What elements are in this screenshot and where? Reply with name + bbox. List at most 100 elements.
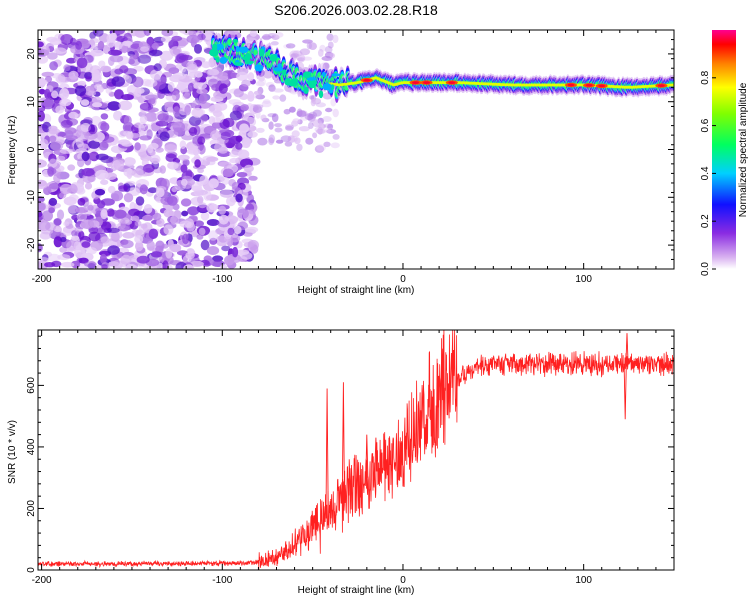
- noise-blob: [50, 141, 64, 151]
- noise-blob: [59, 98, 72, 107]
- noise-blob: [38, 79, 48, 86]
- noise-blob: [196, 88, 208, 95]
- noise-blob: [165, 94, 177, 101]
- transition-blob: [330, 98, 337, 107]
- noise-blob: [179, 140, 187, 150]
- noise-blob: [80, 99, 90, 106]
- noise-blob: [219, 189, 234, 198]
- noise-blob: [86, 247, 98, 255]
- noise-blob: [165, 248, 173, 259]
- noise-blob: [152, 212, 162, 221]
- noise-blob: [165, 153, 177, 162]
- signal-cluster: [328, 89, 334, 94]
- noise-blob: [98, 60, 106, 68]
- noise-blob: [123, 115, 132, 126]
- noise-blob: [144, 112, 158, 122]
- signal-cluster: [219, 56, 228, 64]
- transition-blob: [327, 123, 334, 131]
- noise-blob: [119, 218, 126, 230]
- noise-blob: [194, 44, 202, 54]
- noise-blob: [111, 76, 125, 87]
- x-tick-label: 100: [575, 274, 592, 285]
- noise-blob: [132, 76, 144, 88]
- noise-blob: [123, 157, 136, 166]
- noise-blob: [38, 110, 45, 122]
- noise-blob: [76, 212, 88, 222]
- noise-blob: [41, 71, 55, 78]
- noise-blob: [88, 231, 101, 242]
- transition-blob: [274, 127, 283, 133]
- noise-blob: [212, 255, 224, 262]
- noise-blob: [56, 73, 66, 85]
- noise-blob: [232, 246, 239, 258]
- y-tick-label: -10: [26, 190, 37, 205]
- noise-blob: [137, 54, 152, 64]
- noise-blob: [166, 195, 178, 206]
- noise-blob: [53, 174, 61, 183]
- signal-cluster: [303, 86, 309, 95]
- transition-blob: [252, 104, 264, 109]
- noise-blob: [150, 69, 163, 80]
- noise-blob: [153, 63, 162, 72]
- noise-blob: [179, 30, 189, 34]
- noise-blob: [122, 232, 135, 239]
- noise-blob: [38, 47, 45, 57]
- noise-blob: [135, 196, 145, 206]
- transition-blob: [290, 53, 300, 58]
- transition-blob: [299, 48, 311, 56]
- noise-blob: [168, 210, 175, 216]
- colorbar-tick-label: 0.8: [700, 70, 711, 84]
- noise-blob: [120, 239, 134, 249]
- noise-blob: [235, 135, 243, 142]
- noise-blob: [172, 72, 186, 80]
- noise-blob: [106, 208, 115, 217]
- noise-blob: [143, 30, 152, 36]
- noise-blob: [108, 49, 122, 56]
- noise-blob: [99, 253, 107, 264]
- noise-blob: [191, 100, 201, 110]
- noise-blob: [77, 80, 87, 87]
- transition-blob: [305, 137, 314, 145]
- noise-blob: [74, 247, 86, 258]
- noise-blob: [95, 169, 109, 180]
- colorbar-tick-label: 0.4: [700, 166, 711, 180]
- noise-blob: [168, 67, 180, 75]
- snr-panel: -200 -100 0 100 0 200 400 600 Height of straigh…: [7, 329, 675, 596]
- y-tick-label: 20: [26, 48, 37, 60]
- noise-blob: [222, 117, 235, 128]
- noise-blob: [133, 121, 147, 129]
- noise-blob: [155, 187, 165, 198]
- noise-blob: [182, 233, 190, 245]
- snr-spike: [374, 437, 378, 472]
- noise-blob: [218, 214, 229, 225]
- x-tick-label: -100: [212, 274, 232, 285]
- spectrogram-frame: [37, 29, 675, 270]
- noise-blob: [187, 82, 195, 92]
- noise-blob: [94, 188, 106, 196]
- noise-blob: [135, 241, 144, 252]
- noise-blob: [92, 102, 103, 108]
- transition-blob: [329, 53, 336, 59]
- signal-cluster: [322, 83, 332, 91]
- noise-blob: [38, 202, 46, 212]
- transition-blob: [257, 77, 267, 87]
- noise-blob: [98, 141, 109, 151]
- noise-blob: [218, 161, 232, 167]
- noise-blob: [125, 131, 134, 140]
- noise-blob: [81, 241, 91, 248]
- noise-blob: [97, 200, 106, 209]
- transition-blob: [255, 109, 261, 119]
- figure-title: S206.2026.003.02.28.R18: [274, 2, 438, 18]
- y-tick-label: 10: [26, 96, 37, 108]
- noise-blob: [63, 64, 71, 72]
- noise-blob: [53, 47, 67, 54]
- noise-blob: [157, 113, 169, 122]
- transition-blob: [262, 33, 271, 41]
- noise-blob: [41, 98, 55, 110]
- noise-blob: [88, 140, 100, 149]
- noise-blob: [84, 182, 93, 190]
- noise-blob: [237, 149, 250, 159]
- signal-cluster: [258, 48, 265, 57]
- noise-blob: [208, 178, 219, 189]
